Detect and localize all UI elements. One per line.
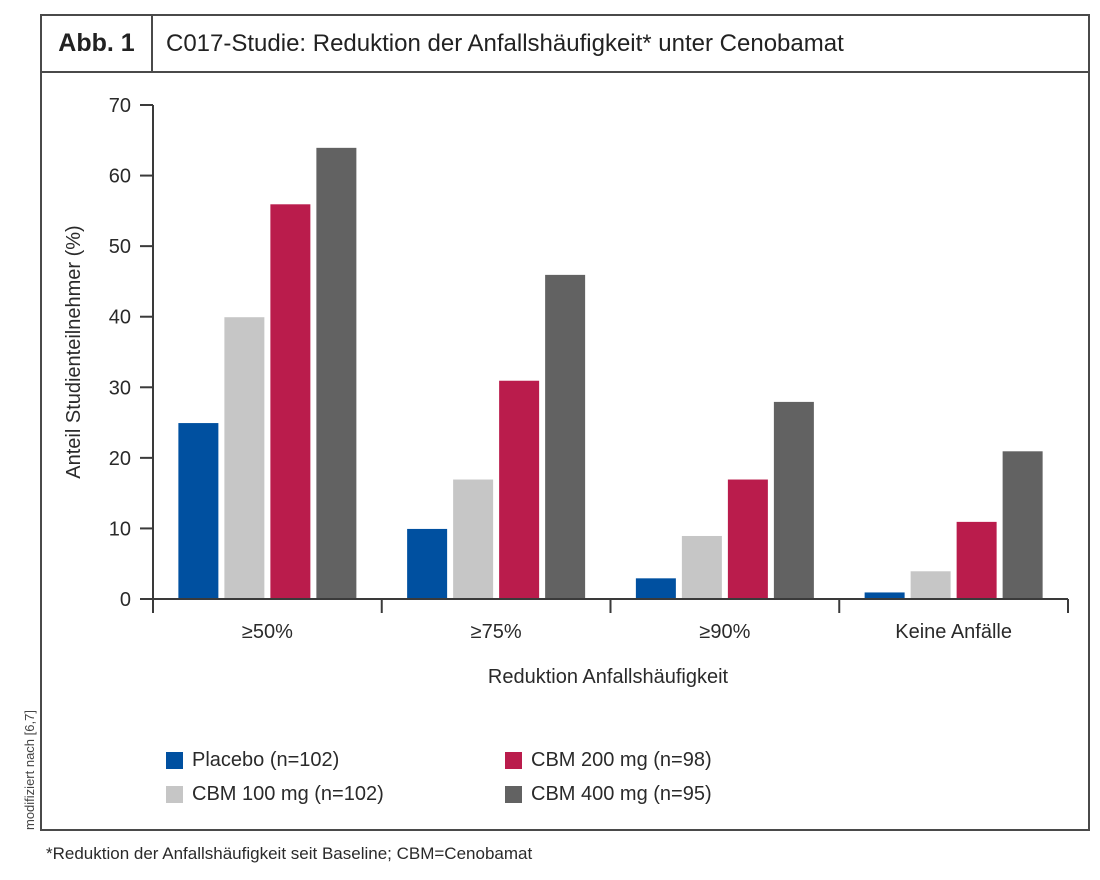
footnote: *Reduktion der Anfallshäufigkeit seit Ba… bbox=[46, 844, 533, 863]
legend-swatch-cbm-200 bbox=[505, 752, 522, 769]
y-tick-label: 20 bbox=[109, 448, 131, 470]
bar bbox=[1001, 450, 1044, 600]
bar bbox=[863, 591, 906, 600]
legend-label: Placebo (n=102) bbox=[192, 749, 340, 771]
bar bbox=[772, 400, 815, 600]
bar bbox=[452, 478, 495, 600]
bar bbox=[498, 379, 541, 600]
legend-label: CBM 400 mg (n=95) bbox=[531, 783, 712, 805]
bar bbox=[544, 273, 587, 600]
bar bbox=[223, 316, 266, 600]
source-note: modifiziert nach [6,7] bbox=[22, 710, 37, 830]
y-tick-label: 10 bbox=[109, 518, 131, 540]
bar bbox=[177, 422, 220, 600]
y-tick-label: 70 bbox=[109, 95, 131, 117]
x-tick-label: ≥75% bbox=[471, 621, 522, 643]
legend-label: CBM 100 mg (n=102) bbox=[192, 783, 384, 805]
x-tick-label: Keine Anfälle bbox=[895, 621, 1012, 643]
bar bbox=[269, 203, 312, 600]
y-tick-label: 40 bbox=[109, 307, 131, 329]
bar bbox=[726, 478, 769, 600]
bar bbox=[634, 577, 677, 600]
bar bbox=[955, 520, 998, 600]
y-tick-label: 50 bbox=[109, 236, 131, 258]
y-tick-label: 60 bbox=[109, 166, 131, 188]
legend-label: CBM 200 mg (n=98) bbox=[531, 749, 712, 771]
bar bbox=[315, 146, 358, 600]
x-tick-label: ≥90% bbox=[699, 621, 750, 643]
legend-swatch-cbm-400 bbox=[505, 786, 522, 803]
y-axis-title: Anteil Studienteilnehmer (%) bbox=[63, 225, 85, 478]
bar bbox=[406, 527, 449, 600]
figure-frame: Abb. 1 C017-Studie: Reduktion der Anfall… bbox=[40, 14, 1090, 831]
x-axis-title: Reduktion Anfallshäufigkeit bbox=[488, 666, 729, 688]
y-tick-label: 30 bbox=[109, 377, 131, 399]
figure-title-row: Abb. 1 C017-Studie: Reduktion der Anfall… bbox=[42, 16, 1088, 73]
x-tick-label: ≥50% bbox=[242, 621, 293, 643]
bar bbox=[909, 570, 952, 600]
figure-title: C017-Studie: Reduktion der Anfallshäufig… bbox=[166, 30, 844, 57]
legend-swatch-placebo bbox=[166, 752, 183, 769]
bar bbox=[680, 534, 723, 600]
bars-layer bbox=[177, 146, 1044, 600]
axes-layer: 0 10 20 30 40 50 60 70 ≥50% ≥75% ≥90% Keine Anfälle bbox=[109, 95, 1069, 643]
figure-number: Abb. 1 bbox=[42, 16, 153, 71]
y-tick-label: 0 bbox=[120, 589, 131, 611]
legend-swatch-cbm-100 bbox=[166, 786, 183, 803]
